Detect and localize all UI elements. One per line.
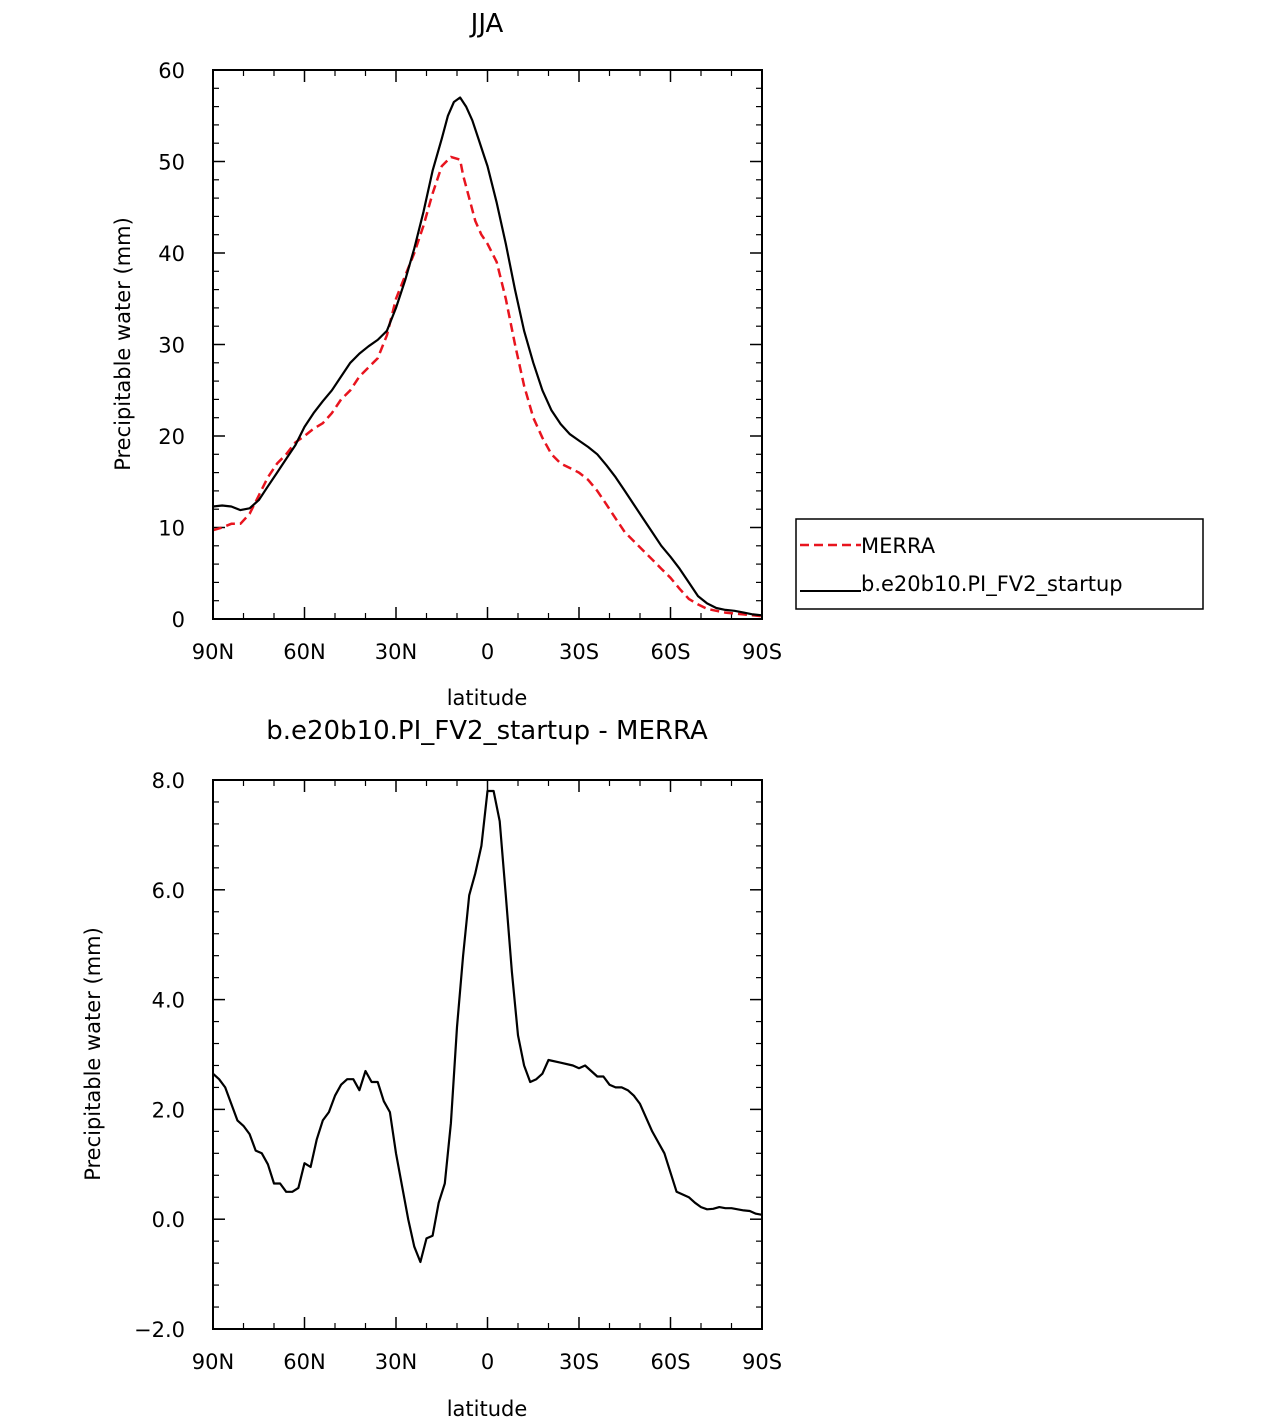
bottom-y-tick-label: 8.0 [152, 769, 185, 793]
top-chart-title: JJA [469, 9, 504, 39]
bottom-y-tick-label: 2.0 [152, 1098, 185, 1122]
legend-label-merra: MERRA [861, 534, 936, 558]
top-x-axis-label: latitude [447, 686, 528, 710]
bottom-x-tick-label: 0 [481, 1350, 494, 1374]
top-y-axis-label: Precipitable water (mm) [111, 217, 135, 471]
top-y-tick-label: 0 [172, 608, 185, 632]
bottom-panel: b.e20b10.PI_FV2_startup - MERRA 90N 60N 30… [81, 716, 782, 1421]
bottom-x-tick-label: 90N [192, 1350, 234, 1374]
bottom-series-line-0 [212, 789, 763, 1264]
top-x-tick-label: 90N [192, 640, 234, 664]
top-y-tick-label: 60 [158, 59, 185, 83]
top-x-tick-label: 0 [481, 640, 494, 664]
top-series-line-b-e20b10-pi-fv2-startup [212, 96, 763, 617]
bottom-x-tick-label: 90S [742, 1350, 782, 1374]
bottom-y-tick-label: 4.0 [152, 989, 185, 1013]
bottom-plot-frame [212, 779, 763, 1330]
bottom-y-tick-label: −2.0 [134, 1318, 185, 1342]
top-x-tick-label: 30N [375, 640, 417, 664]
top-series-lines [212, 96, 763, 618]
bottom-y-axis-label: Precipitable water (mm) [81, 927, 105, 1181]
bottom-x-tick-label: 60S [650, 1350, 690, 1374]
bottom-chart-title: b.e20b10.PI_FV2_startup - MERRA [266, 716, 708, 746]
top-y-tick-label: 40 [158, 242, 185, 266]
top-plot-frame [212, 69, 763, 620]
bottom-x-tick-label: 60N [283, 1350, 325, 1374]
top-y-tick-label: 20 [158, 425, 185, 449]
top-y-tick-label: 50 [158, 151, 185, 175]
bottom-y-tick-label: 0.0 [152, 1208, 185, 1232]
bottom-x-tick-label: 30N [375, 1350, 417, 1374]
legend: MERRA b.e20b10.PI_FV2_startup [795, 518, 1204, 610]
top-y-tick-label: 30 [158, 334, 185, 358]
top-ticks: 90N 60N 30N 0 30S 60S 90S 0 10 20 30 40 50 60 [158, 59, 782, 664]
bottom-x-tick-label: 30S [559, 1350, 599, 1374]
top-panel: JJA 90N 60N 30N 0 30S 60S 90S 0 10 20 30 40 50 60 lat… [111, 9, 1204, 710]
top-x-tick-label: 60S [650, 640, 690, 664]
legend-label-model: b.e20b10.PI_FV2_startup [861, 572, 1123, 597]
bottom-x-axis-label: latitude [447, 1397, 528, 1421]
top-series-line-merra [212, 155, 763, 618]
legend-box [795, 518, 1204, 610]
bottom-series-lines [212, 789, 763, 1264]
top-y-tick-label: 10 [158, 517, 185, 541]
top-x-tick-label: 60N [283, 640, 325, 664]
bottom-ticks: 90N 60N 30N 0 30S 60S 90S −2.0 0.0 2.0 4.0 6.0 8.0 [134, 769, 782, 1374]
top-x-tick-label: 90S [742, 640, 782, 664]
top-x-tick-label: 30S [559, 640, 599, 664]
bottom-y-tick-label: 6.0 [152, 879, 185, 903]
